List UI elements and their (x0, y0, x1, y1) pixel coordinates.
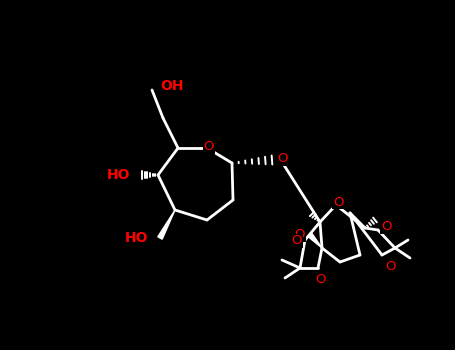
Text: O: O (333, 196, 343, 209)
Text: O: O (385, 260, 395, 273)
Text: O: O (315, 273, 325, 286)
Text: HO: HO (106, 168, 130, 182)
Text: O: O (381, 220, 391, 233)
Text: O: O (294, 229, 305, 241)
Polygon shape (308, 233, 322, 248)
Polygon shape (158, 210, 175, 239)
Text: O: O (204, 140, 214, 154)
Text: OH: OH (160, 79, 183, 93)
Text: O: O (292, 234, 302, 247)
Text: O: O (277, 153, 288, 166)
Text: HO: HO (125, 231, 148, 245)
